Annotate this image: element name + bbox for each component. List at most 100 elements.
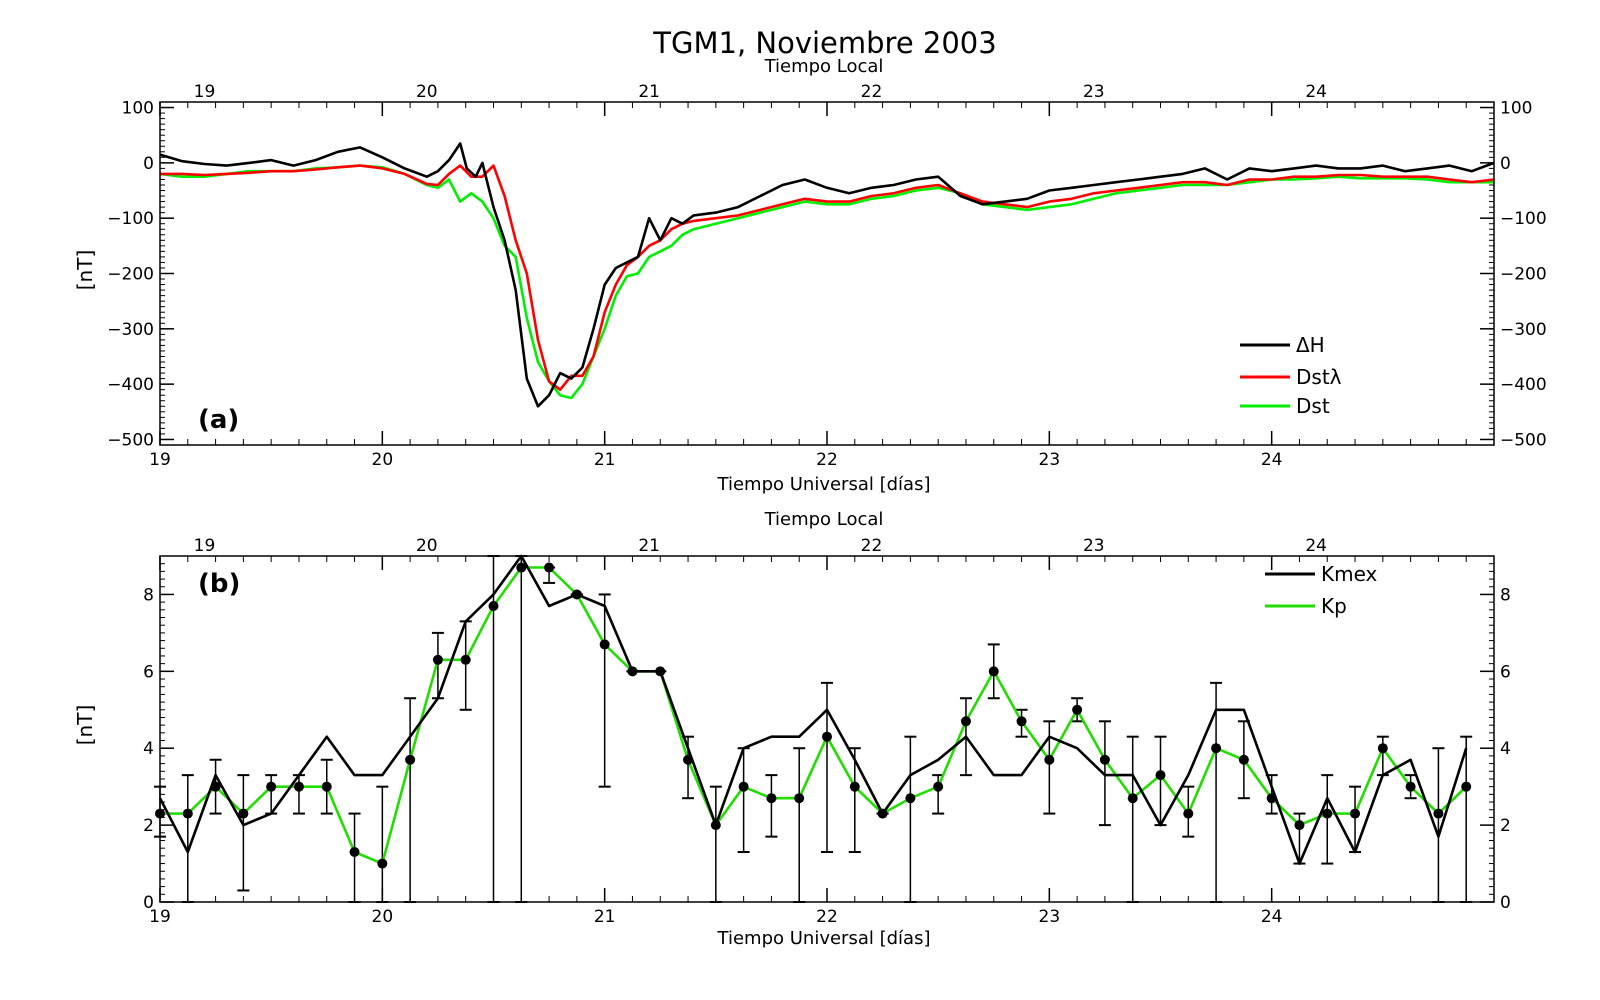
data-point-kp — [766, 793, 777, 804]
panel-b-local-tick-label: 20 — [416, 536, 438, 556]
panel-a-y-tick-label: −300 — [107, 320, 154, 340]
panel-b-local-tick-label: 19 — [194, 536, 216, 556]
panel-a-x-tick-label: 23 — [1039, 450, 1061, 470]
legend-label-dst-lambda: Dstλ — [1296, 365, 1342, 389]
data-point-kp — [1016, 716, 1027, 727]
data-point-kp — [571, 589, 582, 600]
data-point-kp — [1183, 808, 1194, 819]
panel-a-y-tick-label: −400 — [107, 375, 154, 395]
panel-a-y-tick-label: −500 — [107, 430, 154, 450]
panel-b-y-tick-label: 0 — [143, 893, 154, 913]
data-point-kp — [1044, 754, 1055, 765]
data-point-kp — [1405, 781, 1416, 792]
data-point-kp — [738, 781, 749, 792]
panel-a-y-tick-label-right: −200 — [1500, 265, 1547, 285]
data-point-kp — [1322, 808, 1333, 819]
data-point-kp — [988, 666, 999, 677]
legend-label-delta-h: ΔH — [1296, 333, 1325, 357]
panel-b-y-tick-label: 6 — [143, 662, 154, 682]
panel-a-x-tick-label: 19 — [149, 450, 171, 470]
panel-a-y-tick-label-right: 100 — [1500, 99, 1532, 119]
data-point-kp — [1155, 770, 1166, 781]
panel-b-label: (b) — [198, 569, 240, 599]
data-point-kp — [849, 781, 860, 792]
panel-b-legend: Kmex Kp — [1265, 562, 1378, 618]
legend-label-kp: Kp — [1321, 594, 1347, 618]
data-point-kp — [627, 666, 638, 677]
panel-a-y-tick-label: 100 — [122, 99, 154, 119]
figure-title: TGM1, Noviembre 2003 — [652, 26, 996, 60]
data-point-kp — [516, 562, 527, 573]
data-point-kp — [1099, 754, 1110, 765]
data-point-kp — [1211, 743, 1222, 754]
panel-b-y-axis-label: [nT] — [73, 705, 97, 746]
data-point-kp — [321, 781, 332, 792]
data-point-kp — [877, 808, 888, 819]
panel-b-y-tick-label-right: 6 — [1500, 662, 1511, 682]
panel-b-local-tick-label: 24 — [1305, 536, 1327, 556]
data-point-kp — [377, 858, 388, 869]
data-point-kp — [1461, 781, 1472, 792]
data-point-kp — [1238, 754, 1249, 765]
data-point-kp — [1127, 793, 1138, 804]
panel-a-frame — [159, 101, 1495, 446]
data-point-kp — [933, 781, 944, 792]
panel-a-y-tick-label-right: −400 — [1500, 375, 1547, 395]
panel-b-y-tick-label-right: 2 — [1500, 816, 1511, 836]
legend-label-kmex: Kmex — [1321, 562, 1378, 586]
panel-b-y-tick-label: 2 — [143, 816, 154, 836]
data-point-kp — [432, 654, 443, 665]
data-point-kp — [1266, 793, 1277, 804]
panel-b-x-tick-label: 21 — [594, 907, 616, 927]
panel-a-x-tick-label: 24 — [1261, 450, 1283, 470]
panel-b-x-tick-label: 19 — [149, 907, 171, 927]
data-point-kp — [710, 820, 721, 831]
data-point-kp — [1072, 704, 1083, 715]
data-point-kp — [794, 793, 805, 804]
panel-a-y-tick-label-right: −500 — [1500, 430, 1547, 450]
panel-a-x-tick-label: 22 — [816, 450, 838, 470]
panel-b-x-tick-label: 20 — [372, 907, 394, 927]
panel-a-y-tick-label: 0 — [143, 154, 154, 174]
legend-label-dst: Dst — [1296, 394, 1330, 418]
panel-b-y-tick-label-right: 0 — [1500, 893, 1511, 913]
panel-a-local-tick-label: 23 — [1083, 82, 1105, 102]
series-line-kmex — [158, 554, 1468, 865]
panel-a-local-tick-label: 20 — [416, 82, 438, 102]
data-point-kp — [1377, 743, 1388, 754]
data-point-kp — [405, 754, 416, 765]
data-point-kp — [544, 562, 555, 573]
panel-b-y-tick-label: 4 — [143, 739, 154, 759]
panel-b-y-tick-label: 8 — [143, 585, 154, 605]
panel-a-x-tick-label: 21 — [594, 450, 616, 470]
panel-a-y-tick-label: −100 — [107, 209, 154, 229]
panel-a: 19 19 20 20 21 21 22 22 23 23 24 24 −500 −500 −400 −400… — [73, 56, 1547, 495]
panel-a-legend: ΔH Dstλ Dst — [1240, 333, 1342, 418]
data-point-kp — [460, 654, 471, 665]
panel-a-local-tick-label: 22 — [861, 82, 883, 102]
panel-a-y-tick-label-right: −300 — [1500, 320, 1547, 340]
data-point-kp — [822, 731, 832, 742]
data-point-kp — [905, 793, 916, 804]
data-point-kp — [266, 781, 277, 792]
panel-a-x-axis-label: Tiempo Universal [días] — [717, 474, 931, 495]
panel-a-plot-area: 19 19 20 20 21 21 22 22 23 23 24 24 −500 −500 −400 −400… — [107, 82, 1546, 470]
data-point-kp — [210, 781, 221, 792]
panel-b-y-tick-label-right: 4 — [1500, 739, 1511, 759]
data-point-kp — [1350, 808, 1361, 819]
data-point-kp — [1433, 808, 1444, 819]
panel-b-y-tick-label-right: 8 — [1500, 585, 1511, 605]
panel-a-label: (a) — [198, 405, 239, 435]
panel-a-y-tick-label: −200 — [107, 265, 154, 285]
data-point-kp — [182, 808, 193, 819]
panel-b-local-time-label: Tiempo Local — [764, 509, 884, 530]
data-point-kp — [488, 600, 499, 611]
data-point-kp — [599, 639, 610, 650]
data-point-kp — [349, 847, 360, 858]
panel-a-y-tick-label-right: −100 — [1500, 209, 1547, 229]
panel-a-y-axis-label: [nT] — [73, 250, 97, 291]
series-line-kp — [160, 566, 1468, 865]
panel-b-local-tick-label: 23 — [1083, 536, 1105, 556]
